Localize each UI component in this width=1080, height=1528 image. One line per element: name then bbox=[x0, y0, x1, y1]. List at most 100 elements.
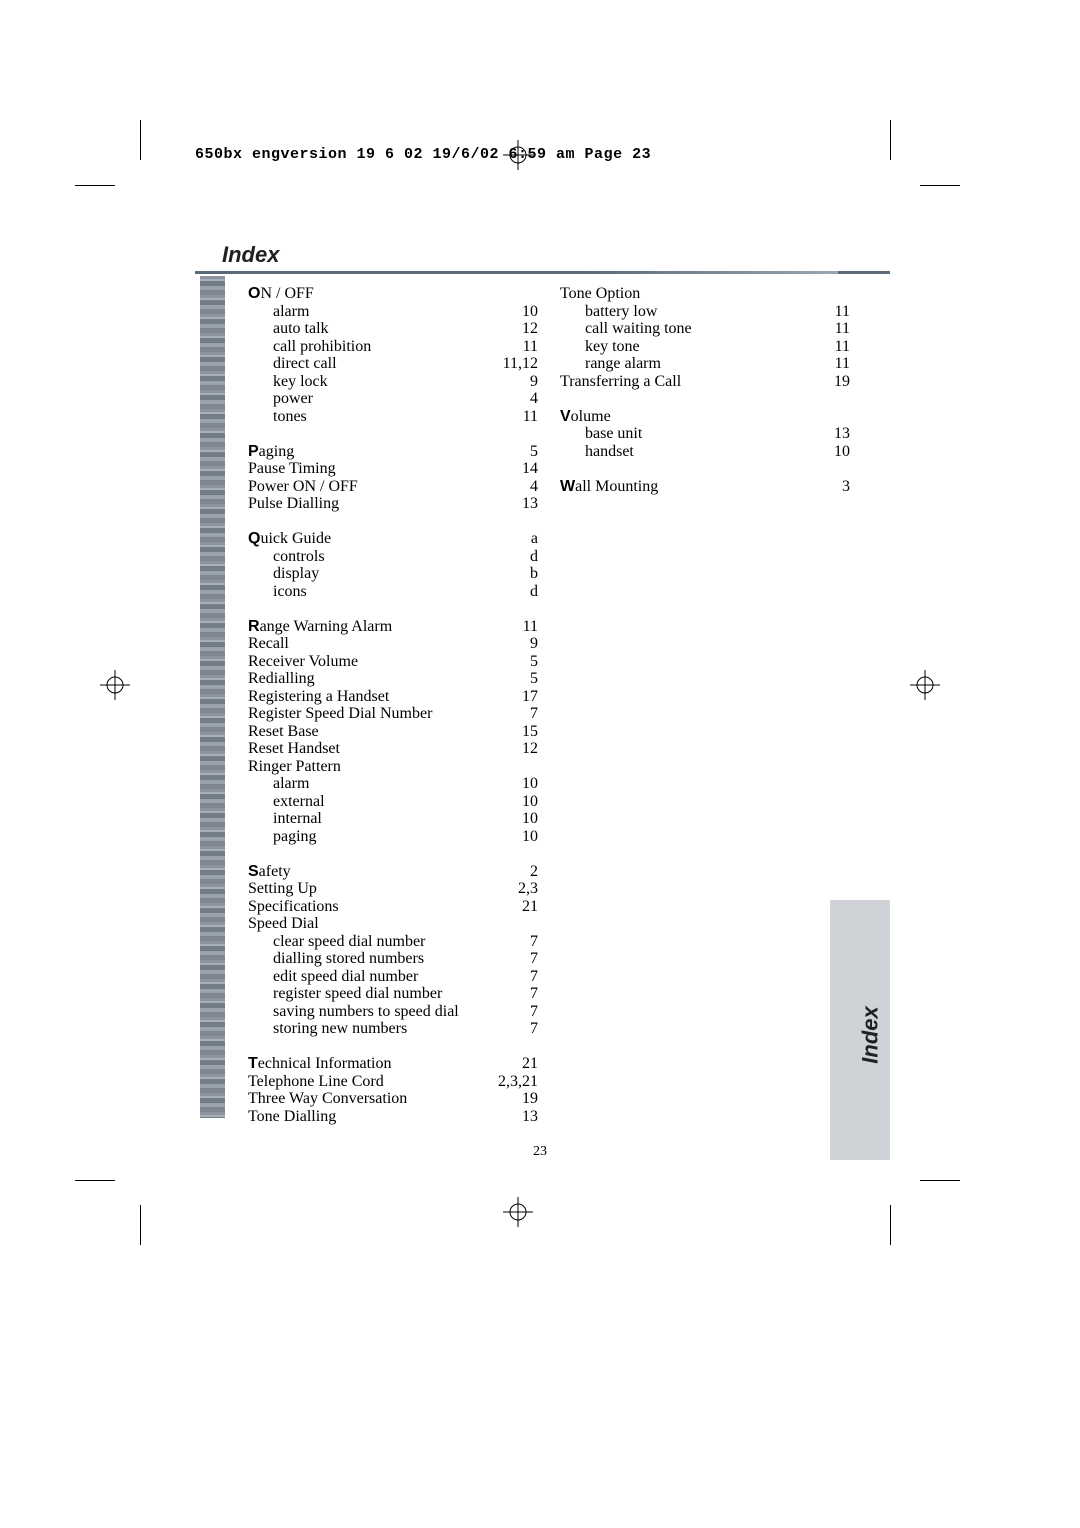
index-subentry: displayb bbox=[248, 565, 538, 583]
index-page-ref: 9 bbox=[530, 373, 538, 391]
index-subentry: key lock 9 bbox=[248, 373, 538, 391]
index-page-ref: 19 bbox=[522, 1090, 538, 1108]
index-entry: Wall Mounting3 bbox=[560, 478, 850, 496]
index-term: key tone bbox=[585, 338, 640, 356]
index-term: handset bbox=[585, 443, 634, 461]
index-term: Setting Up bbox=[248, 880, 317, 898]
index-entry: Pause Timing14 bbox=[248, 460, 538, 478]
index-term: register speed dial number bbox=[273, 985, 442, 1003]
index-term: controls bbox=[273, 548, 325, 566]
page: 650bx engversion 19 6 02 19/6/02 6:59 am… bbox=[0, 0, 1080, 1528]
crop-mark bbox=[75, 185, 115, 186]
index-term: storing new numbers bbox=[273, 1020, 407, 1038]
index-bold-letter: R bbox=[248, 618, 260, 635]
index-subentry: edit speed dial number 7 bbox=[248, 968, 538, 986]
index-page-ref: a bbox=[531, 530, 538, 548]
section-title: Index bbox=[222, 242, 279, 268]
index-page-ref: 13 bbox=[522, 495, 538, 513]
index-term: Wall Mounting bbox=[560, 478, 658, 496]
side-tab-label: Index bbox=[858, 1006, 884, 1063]
index-entry: Ringer Pattern bbox=[248, 758, 538, 776]
index-subentry: battery low 11 bbox=[560, 303, 850, 321]
index-term: Transferring a Call bbox=[560, 373, 681, 391]
index-entry: ON / OFF bbox=[248, 285, 538, 303]
index-term: Pulse Dialling bbox=[248, 495, 339, 513]
index-bold-letter: S bbox=[248, 863, 259, 880]
index-subentry: auto talk12 bbox=[248, 320, 538, 338]
index-page-ref: 7 bbox=[530, 968, 538, 986]
index-term: Power ON / OFF bbox=[248, 478, 358, 496]
index-page-ref: 4 bbox=[530, 478, 538, 496]
index-term: external bbox=[273, 793, 325, 811]
index-entry: Reset Handset12 bbox=[248, 740, 538, 758]
index-term: Specifications bbox=[248, 898, 339, 916]
index-term: dialling stored numbers bbox=[273, 950, 424, 968]
index-entry: Register Speed Dial Number 7 bbox=[248, 705, 538, 723]
index-term: Three Way Conversation bbox=[248, 1090, 407, 1108]
index-bold-letter: T bbox=[248, 1055, 258, 1072]
title-rule-stub bbox=[838, 271, 890, 274]
index-entry: Recall9 bbox=[248, 635, 538, 653]
index-term: Paging bbox=[248, 443, 294, 461]
index-term: Technical Information bbox=[248, 1055, 392, 1073]
index-term: Recall bbox=[248, 635, 289, 653]
index-entry: Volume bbox=[560, 408, 850, 426]
index-page-ref: 10 bbox=[522, 303, 538, 321]
index-bold-letter: O bbox=[248, 285, 260, 302]
index-term: tones bbox=[273, 408, 307, 426]
index-term: call prohibition bbox=[273, 338, 371, 356]
index-gap bbox=[248, 513, 538, 531]
index-term: power bbox=[273, 390, 313, 408]
index-subentry: key tone 11 bbox=[560, 338, 850, 356]
index-term: battery low bbox=[585, 303, 657, 321]
index-subentry: clear speed dial number7 bbox=[248, 933, 538, 951]
index-page-ref: 17 bbox=[522, 688, 538, 706]
index-page-ref: 12 bbox=[522, 740, 538, 758]
index-page-ref: 10 bbox=[522, 793, 538, 811]
index-page-ref: 13 bbox=[522, 1108, 538, 1126]
index-term: Speed Dial bbox=[248, 915, 319, 933]
index-page-ref: 2,3 bbox=[518, 880, 538, 898]
index-subentry: call waiting tone11 bbox=[560, 320, 850, 338]
registration-mark-left bbox=[100, 670, 130, 700]
index-page-ref: 4 bbox=[530, 390, 538, 408]
index-entry: Transferring a Call19 bbox=[560, 373, 850, 391]
index-page-ref: b bbox=[530, 565, 538, 583]
index-page-ref: 13 bbox=[834, 425, 850, 443]
index-subentry: range alarm11 bbox=[560, 355, 850, 373]
index-entry: Reset Base15 bbox=[248, 723, 538, 741]
index-term: Ringer Pattern bbox=[248, 758, 341, 776]
index-term: edit speed dial number bbox=[273, 968, 418, 986]
index-term: clear speed dial number bbox=[273, 933, 425, 951]
index-subentry: dialling stored numbers7 bbox=[248, 950, 538, 968]
index-term: Tone Dialling bbox=[248, 1108, 336, 1126]
index-subentry: alarm10 bbox=[248, 775, 538, 793]
index-page-ref: 7 bbox=[530, 1003, 538, 1021]
index-term: Reset Base bbox=[248, 723, 319, 741]
index-page-ref: 11 bbox=[835, 338, 850, 356]
index-page-ref: 11 bbox=[835, 303, 850, 321]
index-page-ref: d bbox=[530, 548, 538, 566]
index-term: Tone Option bbox=[560, 285, 640, 303]
index-gap bbox=[248, 1038, 538, 1056]
index-entry: Safety2 bbox=[248, 863, 538, 881]
index-page-ref: 7 bbox=[530, 705, 538, 723]
index-entry: Tone Dialling 13 bbox=[248, 1108, 538, 1126]
page-number: 23 bbox=[0, 1144, 1080, 1160]
index-entry: Speed Dial bbox=[248, 915, 538, 933]
index-bold-letter: Q bbox=[248, 530, 260, 547]
index-entry: Pulse Dialling 13 bbox=[248, 495, 538, 513]
index-term: Pause Timing bbox=[248, 460, 336, 478]
index-term: key lock bbox=[273, 373, 328, 391]
index-subentry: power 4 bbox=[248, 390, 538, 408]
index-term: alarm bbox=[273, 775, 309, 793]
index-page-ref: 2,3,21 bbox=[498, 1073, 538, 1091]
index-term: Redialling bbox=[248, 670, 315, 688]
index-term: base unit bbox=[585, 425, 642, 443]
index-term: Register Speed Dial Number bbox=[248, 705, 432, 723]
crop-mark bbox=[920, 1180, 960, 1181]
index-subentry: internal10 bbox=[248, 810, 538, 828]
index-page-ref: 10 bbox=[834, 443, 850, 461]
index-entry: Specifications21 bbox=[248, 898, 538, 916]
index-term: range alarm bbox=[585, 355, 661, 373]
